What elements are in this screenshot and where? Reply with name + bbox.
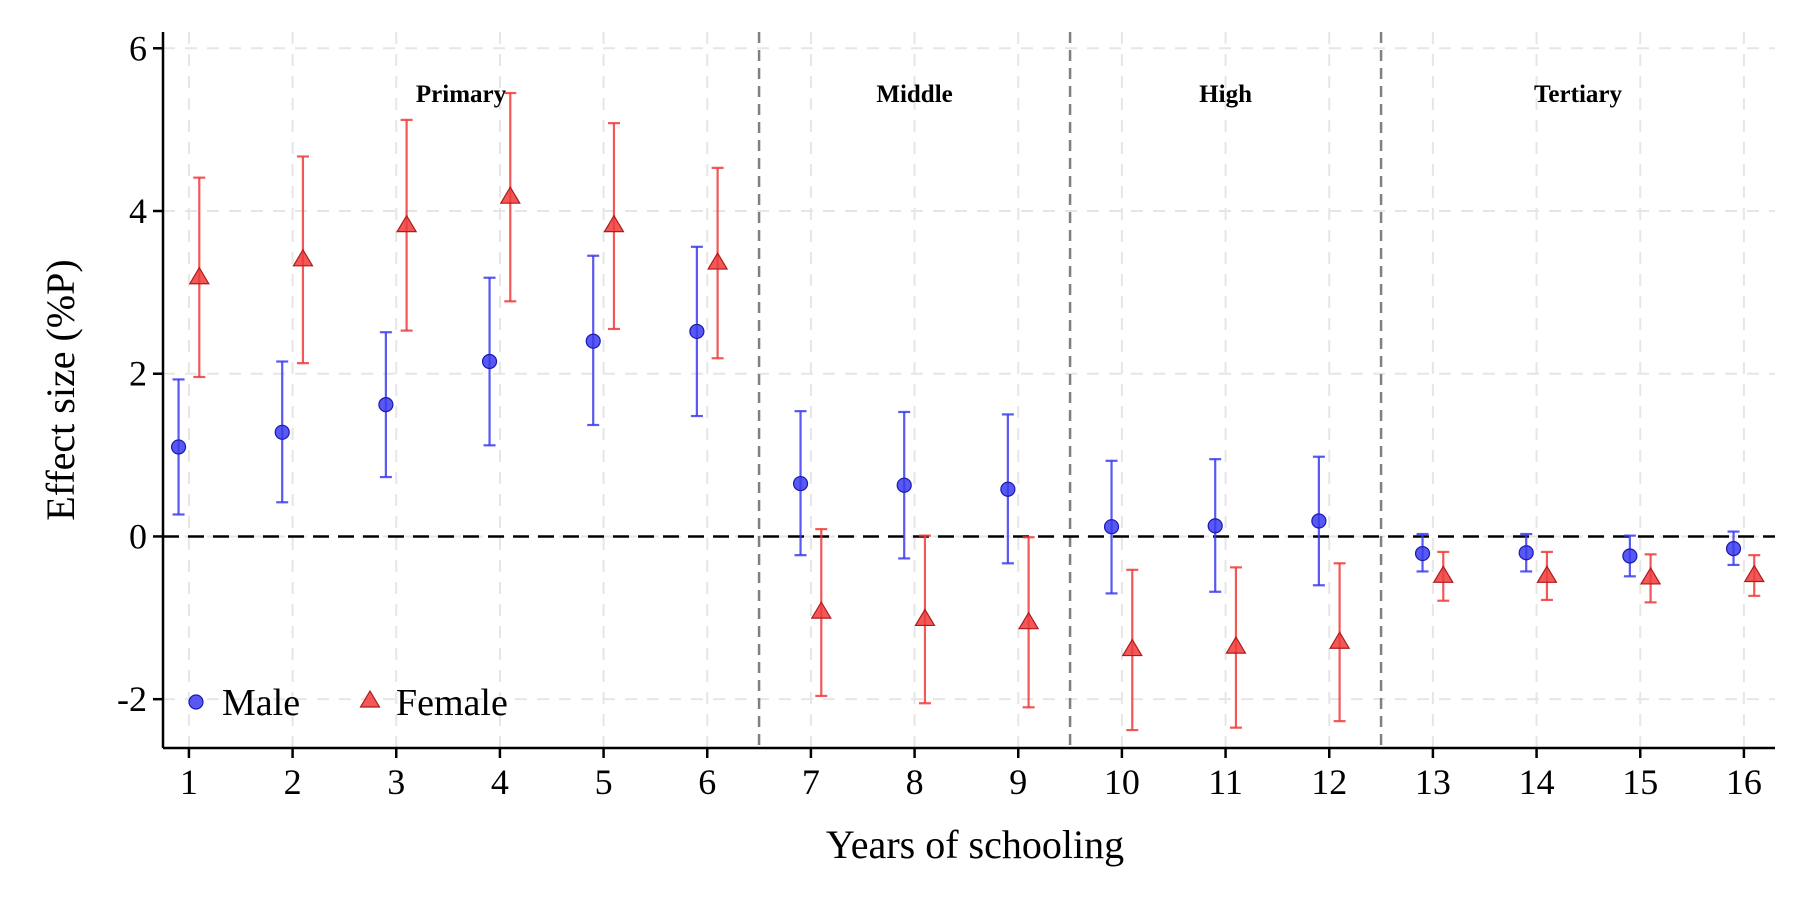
legend: Male Female — [188, 682, 508, 724]
x-tick-label: 1 — [180, 762, 198, 802]
male-point — [792, 475, 809, 492]
y-tick-label: -2 — [117, 679, 147, 719]
section-labels: Primary Middle High Tertiary — [416, 81, 1623, 108]
x-tick-label: 9 — [1009, 762, 1027, 802]
female-point — [1743, 564, 1765, 583]
section-label-tertiary: Tertiary — [1534, 81, 1622, 108]
x-tick-label: 4 — [491, 762, 509, 802]
x-tick-label: 10 — [1104, 762, 1140, 802]
series-male — [170, 245, 1742, 595]
x-tick-label: 5 — [595, 762, 613, 802]
male-point — [378, 397, 394, 413]
x-tick-label: 16 — [1726, 762, 1762, 802]
female-point — [1121, 638, 1143, 657]
section-label-middle: Middle — [876, 81, 952, 108]
section-label-primary: Primary — [416, 81, 507, 108]
legend-female-marker — [359, 689, 381, 708]
y-tick-label: 4 — [129, 191, 147, 231]
male-point — [1725, 541, 1742, 557]
x-tick-label: 7 — [802, 762, 820, 802]
gridlines — [163, 32, 1775, 748]
male-point — [481, 353, 498, 370]
female-point — [810, 600, 832, 619]
male-point — [274, 424, 290, 440]
female-point — [292, 248, 314, 267]
female-point — [914, 608, 936, 627]
x-tick-label: 8 — [906, 762, 924, 802]
x-tick-label: 15 — [1622, 762, 1658, 802]
x-tick-label: 2 — [284, 762, 302, 802]
y-tick-label: 0 — [129, 516, 147, 556]
male-point — [1103, 519, 1120, 535]
female-point — [1225, 635, 1247, 654]
x-tick-label: 11 — [1208, 762, 1243, 802]
female-point — [1432, 565, 1454, 583]
section-dividers — [757, 32, 1383, 748]
x-tick-label: 6 — [698, 762, 716, 802]
male-point — [1518, 545, 1534, 561]
male-point — [1622, 548, 1638, 564]
x-tick-label: 13 — [1415, 762, 1451, 802]
male-point — [1207, 518, 1223, 534]
female-point — [603, 214, 625, 233]
legend-male-marker — [188, 694, 204, 710]
x-tick-label: 12 — [1311, 762, 1347, 802]
series-female — [188, 91, 1765, 732]
legend-item-female: Female — [359, 682, 508, 724]
male-point — [170, 439, 187, 455]
female-point — [396, 214, 418, 233]
male-point — [689, 323, 705, 340]
x-axis-title: Years of schooling — [826, 822, 1124, 867]
x-tick-label: 14 — [1519, 762, 1555, 802]
female-point — [1640, 566, 1662, 585]
male-point — [1311, 513, 1327, 529]
section-label-high: High — [1199, 81, 1252, 108]
female-point — [1329, 631, 1351, 649]
data-series — [170, 91, 1765, 732]
female-point — [707, 251, 729, 270]
female-point — [1536, 565, 1558, 583]
male-point — [585, 333, 601, 349]
male-point — [896, 477, 912, 493]
y-axis-title: Effect size (%P) — [38, 259, 83, 520]
female-point — [1018, 611, 1040, 630]
legend-female-label: Female — [396, 682, 508, 724]
y-tick-label: 6 — [129, 28, 147, 68]
male-point — [1414, 545, 1431, 562]
legend-item-male: Male — [188, 682, 300, 724]
y-tick-label: 2 — [129, 354, 147, 394]
legend-male-label: Male — [222, 682, 300, 724]
male-point — [1000, 481, 1016, 497]
female-point — [188, 266, 210, 285]
female-point — [499, 185, 521, 204]
x-tick-label: 3 — [387, 762, 405, 802]
